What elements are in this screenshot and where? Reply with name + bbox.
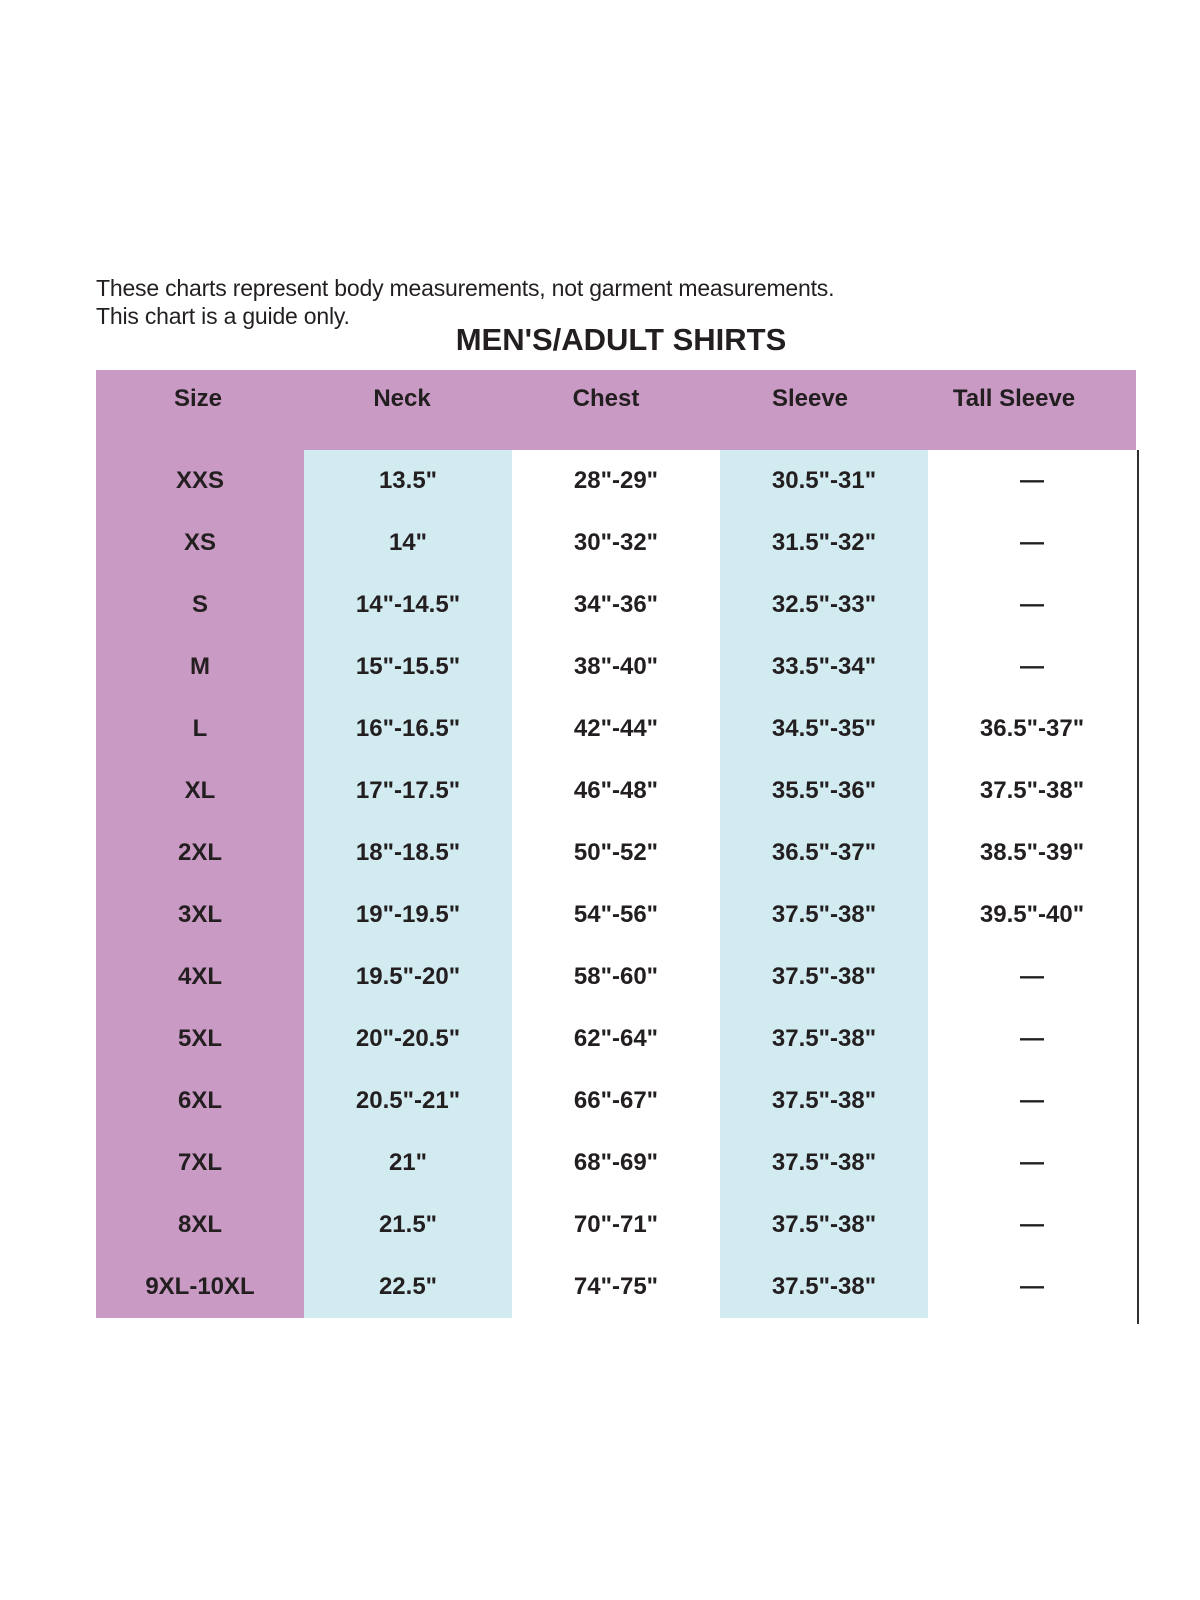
cell-chest: 38"-40" <box>573 653 659 680</box>
cell-size: XL <box>96 760 304 822</box>
cell-tall-sleeve: — <box>1020 591 1044 618</box>
cell-size: L <box>96 698 304 760</box>
cell-size: 2XL <box>96 822 304 884</box>
cell-chest: 68"-69" <box>573 1149 659 1176</box>
cell-chest: 74"-75" <box>573 1273 659 1300</box>
table-right-border <box>1137 450 1139 1324</box>
cell-size: 3XL <box>96 884 304 946</box>
cell-sleeve: 32.5"-33" <box>720 574 928 636</box>
cell-neck: 21.5" <box>304 1194 512 1256</box>
cell-sleeve: 37.5"-38" <box>720 1070 928 1132</box>
cell-neck: 14" <box>304 512 512 574</box>
cell-chest: 62"-64" <box>573 1025 659 1052</box>
cell-tall-sleeve: — <box>1020 529 1044 556</box>
column-header-size: Size <box>173 385 223 412</box>
note-line-2: This chart is a guide only. <box>96 303 350 329</box>
cell-tall-sleeve: — <box>1020 1149 1044 1176</box>
cell-chest: 70"-71" <box>573 1211 659 1238</box>
cell-sleeve: 34.5"-35" <box>720 698 928 760</box>
cell-chest: 50"-52" <box>573 839 659 866</box>
cell-neck: 19.5"-20" <box>304 946 512 1008</box>
cell-tall-sleeve: — <box>1020 1025 1044 1052</box>
note-line-1: These charts represent body measurements… <box>96 275 835 301</box>
cell-neck: 16"-16.5" <box>304 698 512 760</box>
cell-tall-sleeve: 39.5"-40" <box>979 901 1085 928</box>
cell-tall-sleeve: 37.5"-38" <box>979 777 1085 804</box>
cell-tall-sleeve: 38.5"-39" <box>979 839 1085 866</box>
cell-size: 5XL <box>96 1008 304 1070</box>
table-row: 5XL 20"-20.5" 62"-64" 37.5"-38" — <box>96 1008 1136 1070</box>
cell-chest: 34"-36" <box>573 591 659 618</box>
cell-size: 6XL <box>96 1070 304 1132</box>
cell-sleeve: 36.5"-37" <box>720 822 928 884</box>
cell-sleeve: 31.5"-32" <box>720 512 928 574</box>
cell-neck: 13.5" <box>304 450 512 512</box>
cell-sleeve: 37.5"-38" <box>720 884 928 946</box>
cell-tall-sleeve: — <box>1020 467 1044 494</box>
cell-sleeve: 37.5"-38" <box>720 946 928 1008</box>
cell-chest: 54"-56" <box>573 901 659 928</box>
cell-sleeve: 30.5"-31" <box>720 450 928 512</box>
cell-neck: 20.5"-21" <box>304 1070 512 1132</box>
cell-sleeve: 37.5"-38" <box>720 1008 928 1070</box>
cell-sleeve: 37.5"-38" <box>720 1132 928 1194</box>
table-row: 8XL 21.5" 70"-71" 37.5"-38" — <box>96 1194 1136 1256</box>
table-row: XS 14" 30"-32" 31.5"-32" — <box>96 512 1136 574</box>
cell-size: 7XL <box>96 1132 304 1194</box>
cell-sleeve: 37.5"-38" <box>720 1194 928 1256</box>
table-row: XXS 13.5" 28"-29" 30.5"-31" — <box>96 450 1136 512</box>
cell-chest: 66"-67" <box>573 1087 659 1114</box>
cell-chest: 30"-32" <box>573 529 659 556</box>
cell-tall-sleeve: — <box>1020 963 1044 990</box>
cell-size: S <box>96 574 304 636</box>
table-row: 4XL 19.5"-20" 58"-60" 37.5"-38" — <box>96 946 1136 1008</box>
table-row: 6XL 20.5"-21" 66"-67" 37.5"-38" — <box>96 1070 1136 1132</box>
table-body: XXS 13.5" 28"-29" 30.5"-31" — XS 14" 30"-32" 31.… <box>96 450 1136 1318</box>
cell-size: 9XL-10XL <box>96 1256 304 1318</box>
cell-size: XXS <box>96 450 304 512</box>
chart-title: MEN'S/ADULT SHIRTS <box>455 322 787 357</box>
cell-chest: 58"-60" <box>573 963 659 990</box>
cell-tall-sleeve: — <box>1020 1273 1044 1300</box>
measurement-note: These charts represent body measurements… <box>96 274 834 330</box>
cell-tall-sleeve: — <box>1020 653 1044 680</box>
table-row: 7XL 21" 68"-69" 37.5"-38" — <box>96 1132 1136 1194</box>
cell-neck: 19"-19.5" <box>304 884 512 946</box>
cell-chest: 46"-48" <box>573 777 659 804</box>
cell-size: 8XL <box>96 1194 304 1256</box>
column-header-tall-sleeve: Tall Sleeve <box>952 385 1076 412</box>
cell-neck: 15"-15.5" <box>304 636 512 698</box>
table-row: S 14"-14.5" 34"-36" 32.5"-33" — <box>96 574 1136 636</box>
table-row: XL 17"-17.5" 46"-48" 35.5"-36" 37.5"-38" <box>96 760 1136 822</box>
column-header-chest: Chest <box>572 385 640 412</box>
cell-sleeve: 33.5"-34" <box>720 636 928 698</box>
table-row: 2XL 18"-18.5" 50"-52" 36.5"-37" 38.5"-39" <box>96 822 1136 884</box>
cell-tall-sleeve: — <box>1020 1211 1044 1238</box>
cell-neck: 17"-17.5" <box>304 760 512 822</box>
cell-sleeve: 35.5"-36" <box>720 760 928 822</box>
cell-sleeve: 37.5"-38" <box>720 1256 928 1318</box>
cell-tall-sleeve: 36.5"-37" <box>979 715 1085 742</box>
table-header-row: Size Neck Chest Sleeve Tall Sleeve <box>96 370 1136 450</box>
column-header-neck: Neck <box>373 385 431 412</box>
cell-tall-sleeve: — <box>1020 1087 1044 1114</box>
cell-size: 4XL <box>96 946 304 1008</box>
cell-chest: 28"-29" <box>573 467 659 494</box>
column-header-sleeve: Sleeve <box>771 385 849 412</box>
table-row: L 16"-16.5" 42"-44" 34.5"-35" 36.5"-37" <box>96 698 1136 760</box>
size-chart-table: Size Neck Chest Sleeve Tall Sleeve XXS 13… <box>96 370 1139 1324</box>
cell-neck: 21" <box>304 1132 512 1194</box>
cell-neck: 14"-14.5" <box>304 574 512 636</box>
table-row: M 15"-15.5" 38"-40" 33.5"-34" — <box>96 636 1136 698</box>
cell-neck: 18"-18.5" <box>304 822 512 884</box>
table-row: 9XL-10XL 22.5" 74"-75" 37.5"-38" — <box>96 1256 1136 1318</box>
cell-chest: 42"-44" <box>573 715 659 742</box>
cell-neck: 22.5" <box>304 1256 512 1318</box>
cell-size: XS <box>96 512 304 574</box>
cell-size: M <box>96 636 304 698</box>
table-row: 3XL 19"-19.5" 54"-56" 37.5"-38" 39.5"-40" <box>96 884 1136 946</box>
cell-neck: 20"-20.5" <box>304 1008 512 1070</box>
